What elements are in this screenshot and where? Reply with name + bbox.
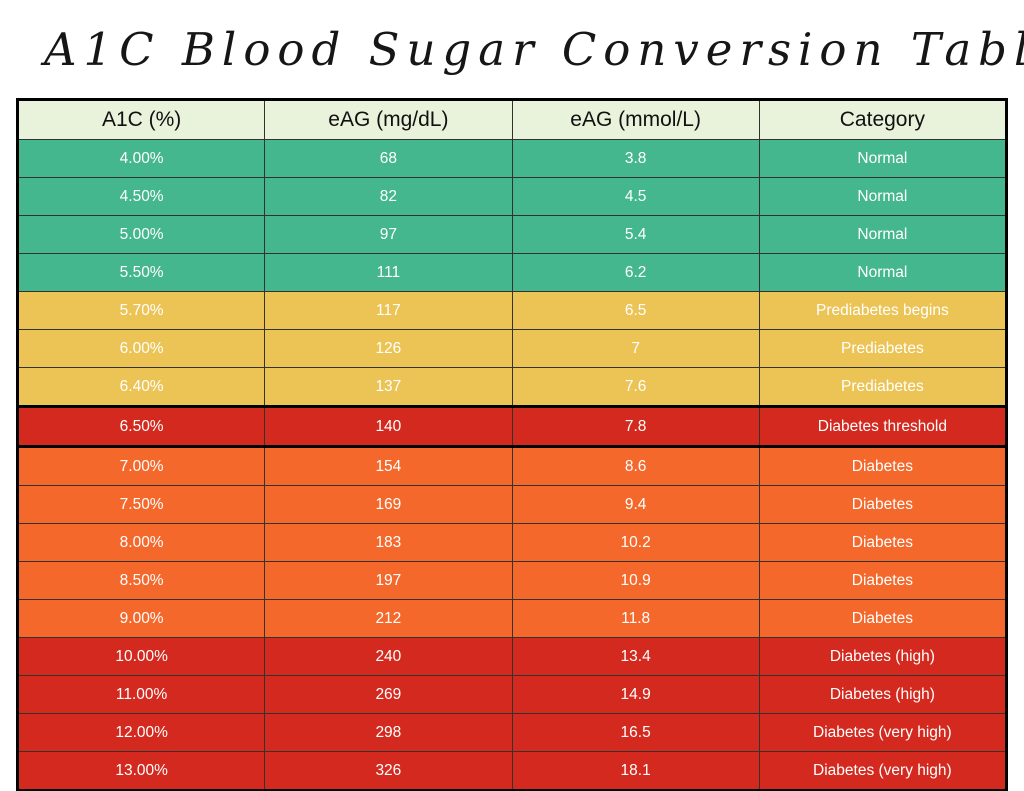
eag-mmol-cell: 7 [511,329,760,368]
a1c-cell: 11.00% [16,675,266,714]
category-cell: Normal [758,139,1008,178]
table-row: 8.50% 197 10.9 Diabetes [16,561,1008,600]
eag-mmol-cell: 4.5 [511,177,760,216]
category-cell: Diabetes threshold [758,405,1008,448]
a1c-cell: 6.50% [16,405,266,448]
title-row: A1C Blood Sugar Conversion Table [0,0,1024,98]
eag-mmol-cell: 8.6 [511,446,760,486]
category-cell: Diabetes [758,446,1008,486]
eag-mmol-cell: 6.5 [511,291,760,330]
category-cell: Diabetes (high) [758,637,1008,676]
table-row: 6.00% 126 7 Prediabetes [16,329,1008,368]
category-cell: Diabetes [758,523,1008,562]
category-cell: Diabetes (very high) [758,751,1008,791]
table-row: 7.50% 169 9.4 Diabetes [16,485,1008,524]
eag-mmol-cell: 3.8 [511,139,760,178]
table-row: 4.00% 68 3.8 Normal [16,139,1008,178]
eag-mgdl-cell: 197 [264,561,513,600]
eag-mgdl-cell: 212 [264,599,513,638]
table-row: 6.50% 140 7.8 Diabetes threshold [16,405,1008,448]
a1c-cell: 6.40% [16,367,266,407]
category-cell: Normal [758,215,1008,254]
table-row: 5.50% 111 6.2 Normal [16,253,1008,292]
a1c-cell: 12.00% [16,713,266,752]
a1c-cell: 5.70% [16,291,266,330]
table-row: 13.00% 326 18.1 Diabetes (very high) [16,751,1008,791]
header-eag-mmol: eAG (mmol/L) [511,99,760,140]
eag-mmol-cell: 14.9 [511,675,760,714]
table-row: 10.00% 240 13.4 Diabetes (high) [16,637,1008,676]
category-cell: Diabetes (high) [758,675,1008,714]
a1c-cell: 13.00% [16,751,266,791]
eag-mgdl-cell: 126 [264,329,513,368]
category-cell: Diabetes [758,561,1008,600]
eag-mgdl-cell: 97 [264,215,513,254]
table-header: A1C (%) eAG (mg/dL) eAG (mmol/L) Categor… [16,99,1008,140]
a1c-cell: 9.00% [16,599,266,638]
a1c-cell: 8.50% [16,561,266,600]
category-cell: Diabetes (very high) [758,713,1008,752]
category-cell: Diabetes [758,599,1008,638]
a1c-cell: 7.50% [16,485,266,524]
eag-mmol-cell: 16.5 [511,713,760,752]
header-category: Category [758,99,1008,140]
eag-mgdl-cell: 269 [264,675,513,714]
eag-mmol-cell: 10.2 [511,523,760,562]
a1c-cell: 5.00% [16,215,266,254]
a1c-cell: 8.00% [16,523,266,562]
category-cell: Diabetes [758,485,1008,524]
category-cell: Prediabetes [758,329,1008,368]
eag-mgdl-cell: 111 [264,253,513,292]
header-a1c: A1C (%) [16,99,266,140]
eag-mmol-cell: 7.6 [511,367,760,407]
a1c-cell: 10.00% [16,637,266,676]
eag-mmol-cell: 10.9 [511,561,760,600]
table-row: 6.40% 137 7.6 Prediabetes [16,367,1008,407]
a1c-cell: 4.00% [16,139,266,178]
eag-mgdl-cell: 183 [264,523,513,562]
eag-mmol-cell: 9.4 [511,485,760,524]
header-row: A1C (%) eAG (mg/dL) eAG (mmol/L) Categor… [16,99,1008,140]
table-row: 8.00% 183 10.2 Diabetes [16,523,1008,562]
table-body: 4.00% 68 3.8 Normal 4.50% 82 4.5 Normal … [16,139,1008,791]
eag-mmol-cell: 11.8 [511,599,760,638]
eag-mmol-cell: 6.2 [511,253,760,292]
table-row: 12.00% 298 16.5 Diabetes (very high) [16,713,1008,752]
a1c-cell: 5.50% [16,253,266,292]
eag-mgdl-cell: 137 [264,367,513,407]
a1c-cell: 7.00% [16,446,266,486]
eag-mmol-cell: 13.4 [511,637,760,676]
eag-mgdl-cell: 140 [264,405,513,448]
eag-mgdl-cell: 240 [264,637,513,676]
category-cell: Normal [758,253,1008,292]
category-cell: Normal [758,177,1008,216]
table-row: 9.00% 212 11.8 Diabetes [16,599,1008,638]
category-cell: Prediabetes begins [758,291,1008,330]
eag-mgdl-cell: 326 [264,751,513,791]
eag-mmol-cell: 18.1 [511,751,760,791]
eag-mgdl-cell: 298 [264,713,513,752]
eag-mmol-cell: 5.4 [511,215,760,254]
a1c-cell: 6.00% [16,329,266,368]
table-row: 11.00% 269 14.9 Diabetes (high) [16,675,1008,714]
table-row: 7.00% 154 8.6 Diabetes [16,446,1008,486]
category-cell: Prediabetes [758,367,1008,407]
table-row: 5.00% 97 5.4 Normal [16,215,1008,254]
header-eag-mgdl: eAG (mg/dL) [264,99,513,140]
eag-mgdl-cell: 154 [264,446,513,486]
eag-mgdl-cell: 82 [264,177,513,216]
eag-mmol-cell: 7.8 [511,405,760,448]
page-title: A1C Blood Sugar Conversion Table [44,22,1024,76]
eag-mgdl-cell: 68 [264,139,513,178]
table-row: 5.70% 117 6.5 Prediabetes begins [16,291,1008,330]
eag-mgdl-cell: 117 [264,291,513,330]
eag-mgdl-cell: 169 [264,485,513,524]
a1c-cell: 4.50% [16,177,266,216]
table-row: 4.50% 82 4.5 Normal [16,177,1008,216]
conversion-table: A1C (%) eAG (mg/dL) eAG (mmol/L) Categor… [16,98,1008,791]
